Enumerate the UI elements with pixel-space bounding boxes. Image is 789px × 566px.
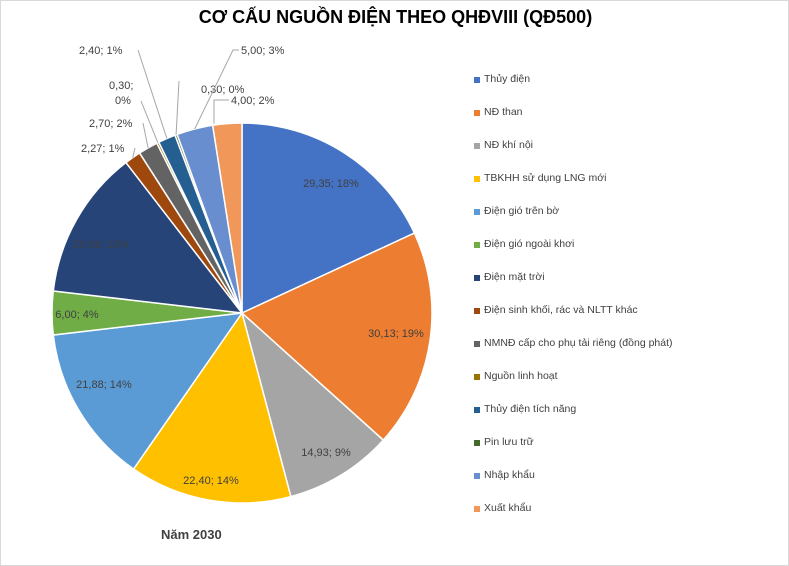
legend-label: NĐ khí nội	[484, 139, 534, 151]
legend-item: Điện sinh khối, rác và NLTT khác	[474, 304, 673, 337]
data-label: 21,88; 14%	[76, 379, 132, 391]
data-label: 20,59; 13%	[73, 239, 129, 251]
pie-slice	[132, 311, 292, 504]
data-label: 4,00; 2%	[231, 95, 275, 107]
data-label: 2,70; 2%	[89, 118, 133, 130]
legend-label: Điện gió ngoài khơi	[484, 238, 575, 250]
leader-line	[137, 49, 168, 139]
pie-slice	[52, 312, 244, 471]
pie-slice	[240, 232, 433, 442]
legend-swatch	[474, 308, 480, 314]
leader-line	[194, 49, 239, 130]
leader-line	[142, 122, 149, 148]
data-label: 30,13; 19%	[368, 328, 424, 340]
legend-swatch	[474, 242, 480, 248]
legend-item: NĐ khí nội	[474, 139, 673, 172]
chart-title: CƠ CẤU NGUỒN ĐIỆN THEO QHĐVIII (QĐ500)	[198, 7, 593, 27]
data-label: 2,27; 1%	[81, 143, 125, 155]
legend-item: Xuất khẩu	[474, 502, 673, 535]
legend-label: Nguồn linh hoạt	[484, 370, 558, 382]
legend-item: Thủy điện	[474, 73, 673, 106]
data-label: 0%	[115, 95, 131, 107]
data-label: 2,40; 1%	[79, 45, 123, 57]
legend-item: TBKHH sử dụng LNG mới	[474, 172, 673, 205]
pie-slice	[241, 122, 416, 315]
data-label: 22,40; 14%	[183, 475, 239, 487]
legend-label: NĐ than	[484, 106, 523, 118]
legend-swatch	[474, 440, 480, 446]
legend-swatch	[474, 77, 480, 83]
legend-swatch	[474, 473, 480, 479]
data-label: 6,00; 4%	[55, 309, 99, 321]
pie-slice	[240, 310, 385, 498]
pie-slice	[211, 122, 243, 314]
data-label: 0,30;	[109, 80, 133, 92]
legend-item: Nhập khẩu	[474, 469, 673, 502]
legend-label: Xuất khẩu	[484, 502, 532, 514]
x-axis-label: Năm 2030	[161, 527, 222, 542]
pie-slice	[52, 161, 244, 314]
legend-item: NMNĐ cấp cho phụ tải riêng (đồng phát)	[474, 337, 673, 370]
legend-item: NĐ than	[474, 106, 673, 139]
legend-label: Thủy điện tích năng	[484, 403, 577, 415]
legend-item: Điện gió trên bờ	[474, 205, 673, 238]
legend: Thủy điện NĐ than NĐ khí nội TBKHH sử dụng …	[474, 73, 673, 535]
data-label: 14,93; 9%	[301, 447, 351, 459]
legend-label: Điện gió trên bờ	[484, 205, 560, 217]
legend-swatch	[474, 407, 480, 413]
data-label: 29,35; 18%	[303, 178, 359, 190]
legend-swatch	[474, 143, 480, 149]
legend-label: Thủy điện	[484, 73, 531, 85]
leader-line	[132, 147, 136, 158]
legend-item: Pin lưu trữ	[474, 436, 673, 469]
legend-swatch	[474, 209, 480, 215]
legend-item: Điện mặt trời	[474, 271, 673, 304]
legend-label: Điện mặt trời	[484, 271, 545, 283]
legend-label: Nhập khẩu	[484, 469, 535, 481]
legend-label: NMNĐ cấp cho phụ tải riêng (đồng phát)	[484, 337, 673, 349]
legend-swatch	[474, 374, 480, 380]
legend-swatch	[474, 341, 480, 347]
legend-swatch	[474, 275, 480, 281]
legend-item: Nguồn linh hoạt	[474, 370, 673, 403]
leader-line	[213, 99, 229, 124]
leader-line	[140, 100, 159, 143]
legend-label: TBKHH sử dụng LNG mới	[484, 172, 607, 184]
legend-label: Điện sinh khối, rác và NLTT khác	[484, 304, 638, 316]
leader-line	[175, 80, 180, 135]
legend-swatch	[474, 506, 480, 512]
data-label: 5,00; 3%	[241, 45, 285, 57]
legend-swatch	[474, 110, 480, 116]
legend-item: Thủy điện tích năng	[474, 403, 673, 436]
legend-swatch	[474, 176, 480, 182]
legend-item: Điện gió ngoài khơi	[474, 238, 673, 271]
legend-label: Pin lưu trữ	[484, 436, 534, 448]
